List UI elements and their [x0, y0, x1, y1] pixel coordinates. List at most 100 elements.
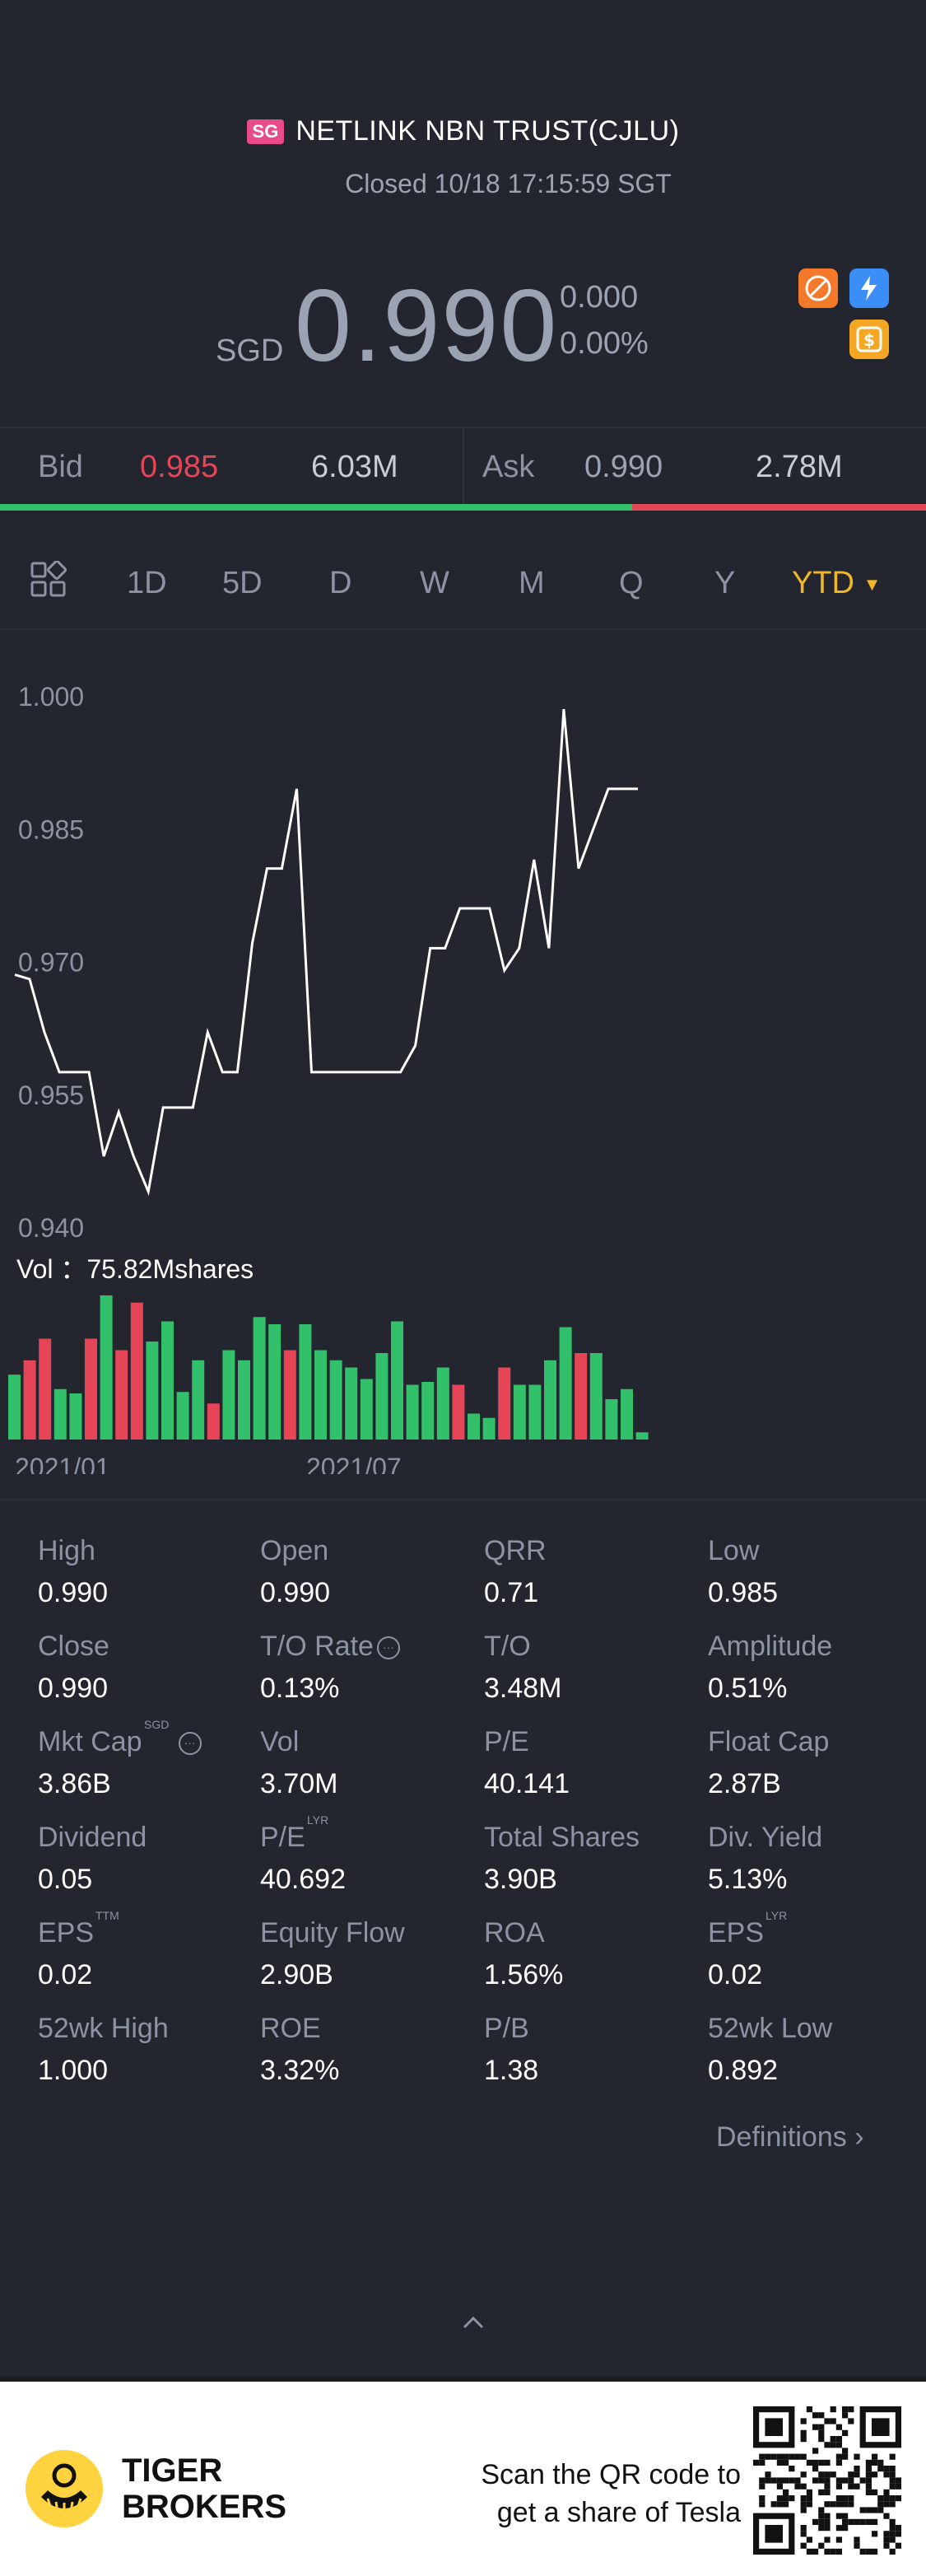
volume-bar [528, 1384, 542, 1440]
stat-qrr: QRR 0.71 [484, 1535, 547, 1609]
tab-y[interactable]: Y [714, 566, 736, 600]
stat-label: T/O [484, 1631, 562, 1663]
stat-value: 3.90B [484, 1864, 557, 1895]
price-chart[interactable]: 1.000 0.985 0.970 0.955 0.940 Vol ：75.82Mshar… [0, 651, 926, 1474]
no-short-icon[interactable] [798, 268, 838, 308]
stat-52wk-low: 52wk Low 0.892 [708, 2013, 832, 2087]
volume-bar [222, 1350, 235, 1440]
market-status: Closed 10/18 17:15:59 SGT [345, 169, 672, 198]
volume-bar [544, 1360, 556, 1440]
chevron-right-icon: › [854, 2121, 864, 2153]
period-tabs: 1D 5D D W M Q Y YTD ▼ [0, 548, 926, 630]
layout-grid-icon[interactable] [30, 560, 67, 607]
stat-label: Equity Flow [260, 1917, 405, 1949]
qr-promo-text: Scan the QR code to get a share of Tesla [428, 2456, 741, 2532]
stat-label-text: Dividend [38, 1822, 147, 1853]
stat-value: 0.05 [38, 1864, 93, 1895]
info-icon[interactable]: ··· [376, 1636, 400, 1660]
stat-label-text: EPS [38, 1917, 95, 1948]
volume-label: Vol ：75.82Mshares [16, 1254, 254, 1284]
volume-bar [482, 1417, 496, 1440]
stat-label: Vol [260, 1726, 338, 1758]
volume-bar [23, 1360, 36, 1440]
stock-title[interactable]: NETLINK NBN TRUST(CJLU) [295, 115, 680, 147]
tab-d[interactable]: D [329, 566, 352, 600]
chevron-up-icon[interactable] [461, 2306, 486, 2338]
promo-footer[interactable]: TIGER BROKERS Scan the QR code to get a … [0, 2377, 926, 2576]
stat-label: EPS TTM [38, 1909, 119, 1949]
stat-value: 1.56% [484, 1959, 564, 1990]
stat-label-text: QRR [484, 1535, 547, 1566]
stat-value: 3.70M [260, 1768, 338, 1799]
brand-name: TIGER BROKERS [122, 2452, 286, 2525]
tab-m[interactable]: M [519, 566, 545, 600]
tab-ytd-label: YTD [792, 566, 854, 600]
stat-label: Mkt Cap SGD ··· [38, 1718, 202, 1758]
stat-value: 0.990 [38, 1673, 109, 1704]
stat-eps-lyr: EPS LYR 0.02 [708, 1909, 787, 1991]
stat-t-o-rate: T/O Rate ··· 0.13% [260, 1631, 400, 1705]
stat-value: 0.02 [708, 1959, 763, 1990]
y-tick-label: 0.955 [18, 1080, 84, 1110]
stat-label-text: Vol [260, 1726, 300, 1757]
quote-header: SG NETLINK NBN TRUST(CJLU) Closed 10/18 … [0, 0, 926, 424]
stat-mkt-cap-sgd: Mkt Cap SGD ··· 3.86B [38, 1718, 202, 1800]
stat-value: 0.990 [38, 1577, 109, 1608]
stat-label-text: High [38, 1535, 95, 1566]
stat-value: 2.87B [708, 1768, 781, 1799]
tab-5d[interactable]: 5D [222, 566, 263, 600]
stat-value: 40.141 [484, 1768, 570, 1799]
brand-line-2: BROKERS [122, 2489, 287, 2525]
title-row: SG NETLINK NBN TRUST(CJLU) [0, 115, 926, 147]
scan-line-2: get a share of Tesla [496, 2497, 741, 2528]
stat-label-text: Total Shares [484, 1822, 640, 1853]
info-icon[interactable]: ··· [178, 1732, 202, 1756]
stat-label-text: Mkt Cap [38, 1726, 142, 1757]
stat-high: High 0.990 [38, 1535, 108, 1609]
stat-value: 0.892 [708, 2055, 779, 2086]
ask-label: Ask [482, 450, 535, 484]
y-tick-label: 0.940 [18, 1213, 84, 1243]
stat-label: 52wk Low [708, 2013, 832, 2045]
stat-label-text: Low [708, 1535, 760, 1566]
stat-p-b: P/B 1.38 [484, 2013, 538, 2087]
volume-bar [468, 1413, 480, 1440]
stat-label-text: 52wk Low [708, 2013, 833, 2044]
volume-bar [589, 1353, 603, 1440]
volume-bar [498, 1367, 511, 1440]
price-change: 0.000 [560, 280, 639, 315]
bid-ask-panel[interactable]: Bid 0.985 6.03M Ask 0.990 2.78M [0, 427, 926, 507]
price-change-pct: 0.00% [560, 326, 649, 361]
stat-value: 0.13% [260, 1673, 340, 1704]
bid-price: 0.985 [140, 450, 219, 484]
stat-label-text: ROA [484, 1917, 545, 1948]
stat-label-text: P/B [484, 2013, 529, 2044]
tab-w[interactable]: W [420, 566, 449, 600]
stat-label: Low [708, 1535, 778, 1567]
tab-ytd[interactable]: YTD ▼ [792, 566, 881, 601]
stat-label: QRR [484, 1535, 547, 1567]
stat-label: P/E [484, 1726, 570, 1758]
volume-bar [575, 1353, 588, 1440]
stat-label: P/E LYR [260, 1813, 346, 1854]
stat-value: 0.71 [484, 1577, 539, 1608]
stat-open: Open 0.990 [260, 1535, 330, 1609]
stat-value: 0.985 [708, 1577, 779, 1608]
bid-label: Bid [38, 450, 83, 484]
tab-1d[interactable]: 1D [127, 566, 167, 600]
tab-q[interactable]: Q [619, 566, 644, 600]
definitions-link[interactable]: Definitions › [716, 2121, 864, 2154]
lightning-icon[interactable] [849, 268, 889, 308]
stat-label-text: P/E [484, 1726, 529, 1757]
stat-vol: Vol 3.70M [260, 1726, 338, 1800]
qr-code-icon[interactable] [753, 2406, 901, 2555]
stat-value: 40.692 [260, 1864, 346, 1895]
volume-bar [391, 1321, 403, 1440]
dollar-icon[interactable]: $ [849, 320, 889, 359]
stat-dividend: Dividend 0.05 [38, 1822, 147, 1896]
stat-label-text: Amplitude [708, 1631, 833, 1662]
bid-volume-bar [0, 504, 632, 511]
brand-line-1: TIGER [122, 2452, 223, 2489]
stat-value: 3.86B [38, 1768, 111, 1799]
volume-bar [268, 1324, 282, 1440]
